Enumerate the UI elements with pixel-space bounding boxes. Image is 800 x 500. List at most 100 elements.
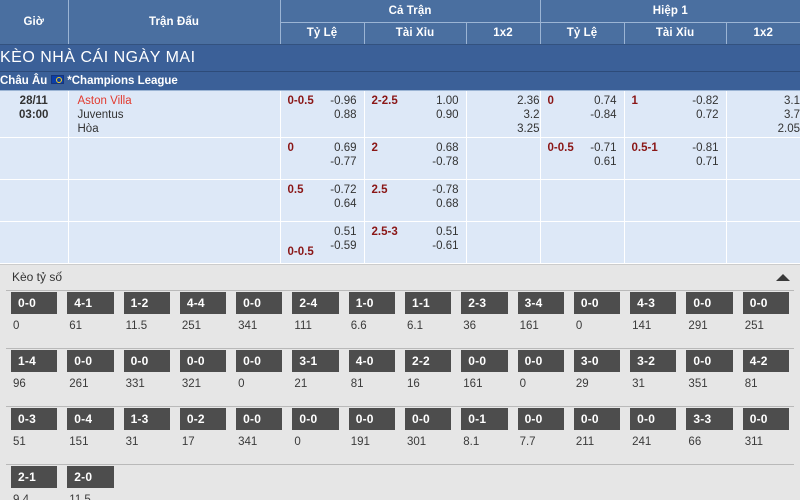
odds-value[interactable]: 0.90	[436, 108, 459, 121]
score-cell[interactable]: 0-0 211	[568, 405, 626, 464]
score-value[interactable]: 7.7	[519, 435, 536, 448]
score-value[interactable]: 161	[463, 377, 483, 390]
score-cell[interactable]: 4-1 61	[62, 289, 119, 348]
score-cell[interactable]: 0-0 291	[681, 289, 738, 348]
score-value[interactable]: 6.1	[406, 319, 423, 332]
score-chip[interactable]: 0-0	[236, 291, 283, 314]
score-value[interactable]: 21	[294, 377, 308, 390]
odds-value[interactable]: -0.59	[330, 239, 357, 252]
score-cell[interactable]: 1-4 96	[6, 347, 63, 406]
odds-value[interactable]: 3.7	[784, 108, 800, 121]
odds-value[interactable]: 0.51	[334, 225, 357, 238]
odds-value[interactable]: 3.2	[523, 108, 540, 121]
score-chip[interactable]: 2-1	[11, 465, 58, 488]
score-value[interactable]: 36	[463, 319, 477, 332]
score-value[interactable]: 8.1	[463, 435, 480, 448]
full-handicap-odds[interactable]: 0.69 -0.77	[315, 141, 363, 179]
score-section-header[interactable]: Kèo tỷ số	[0, 263, 800, 290]
score-cell[interactable]: 0-0 311	[737, 405, 794, 464]
odds-value[interactable]: 0.88	[334, 108, 357, 121]
score-cell[interactable]: 0-0 331	[118, 347, 175, 406]
full-handicap-odds[interactable]: 0.51 -0.59	[315, 225, 363, 263]
odds-value[interactable]: 0.68	[436, 197, 459, 210]
odds-value[interactable]: 3.25	[517, 122, 540, 135]
odds-value[interactable]: -0.81	[692, 141, 719, 154]
score-chip[interactable]: 1-0	[348, 291, 395, 314]
score-chip[interactable]: 0-0	[236, 349, 283, 372]
score-chip[interactable]: 0-0	[348, 407, 395, 430]
score-cell[interactable]: 0-0 161	[456, 347, 513, 406]
score-cell[interactable]: 0-0 241	[625, 405, 682, 464]
score-value[interactable]: 241	[632, 435, 652, 448]
odds-value[interactable]: 0.61	[594, 155, 617, 168]
score-chip[interactable]: 0-0	[742, 407, 789, 430]
team-away[interactable]: Juventus	[77, 108, 124, 121]
score-cell[interactable]: 3-0 29	[568, 347, 626, 406]
score-value[interactable]: 321	[181, 377, 202, 390]
score-cell[interactable]: 0-2 17	[174, 405, 232, 464]
cell-full-1x2[interactable]: 2.36 3.2 3.25	[466, 90, 541, 138]
score-chip[interactable]: 0-0	[517, 349, 564, 372]
cell-full-overunder[interactable]: 2.5-3 0.51 -0.61	[364, 221, 467, 264]
odds-row[interactable]: 0 0.69 -0.77 2 0.68 -0.78	[0, 137, 800, 180]
score-value[interactable]: 31	[632, 377, 645, 390]
score-value[interactable]: 251	[744, 319, 764, 332]
odds-value[interactable]: -0.78	[432, 155, 459, 168]
score-value[interactable]: 11.5	[69, 493, 91, 500]
score-value[interactable]: 311	[744, 435, 764, 448]
cell-full-overunder[interactable]: 2-2.5 1.00 0.90	[364, 90, 467, 138]
score-cell[interactable]: 1-0 6.6	[343, 289, 400, 348]
cell-full-handicap[interactable]: 0.5 -0.72 0.64	[280, 179, 365, 222]
score-cell[interactable]: 2-2 16	[399, 347, 457, 406]
score-chip[interactable]: 3-4	[517, 291, 564, 314]
score-cell[interactable]: 4-0 81	[343, 347, 400, 406]
half-handicap-odds[interactable]: 0.74 -0.84	[575, 94, 623, 137]
score-cell[interactable]: 1-1 6.1	[399, 289, 457, 348]
cell-half-1x2[interactable]: 3.1 3.7 2.05	[726, 90, 800, 138]
score-cell[interactable]: 3-4 161	[512, 289, 569, 348]
odds-value[interactable]: -0.96	[330, 94, 357, 107]
score-chip[interactable]: 0-0	[292, 407, 339, 430]
cell-half-handicap[interactable]: 0-0.5 -0.71 0.61	[540, 137, 625, 180]
score-chip[interactable]: 1-4	[11, 349, 58, 372]
score-cell[interactable]: 1-2 11.5	[118, 289, 175, 348]
score-cell[interactable]: 0-0 0	[287, 405, 344, 464]
odds-row[interactable]: 0.5 -0.72 0.64 2.5 -0.78 0.68	[0, 179, 800, 222]
score-value[interactable]: 96	[13, 377, 26, 390]
score-value[interactable]: 81	[350, 377, 364, 390]
score-cell[interactable]: 0-1 8.1	[456, 405, 513, 464]
odds-value[interactable]: 2.36	[517, 94, 540, 107]
score-value[interactable]: 16	[406, 377, 420, 390]
score-chip[interactable]: 1-3	[123, 407, 170, 430]
score-chip[interactable]: 3-1	[292, 349, 339, 372]
score-chip[interactable]: 2-4	[292, 291, 339, 314]
score-value[interactable]: 211	[575, 435, 595, 448]
score-cell[interactable]: 2-0 11.5	[62, 463, 119, 500]
score-value[interactable]: 61	[69, 319, 83, 332]
score-value[interactable]: 351	[688, 377, 708, 390]
score-chip[interactable]: 3-2	[630, 349, 677, 372]
score-value[interactable]: 6.6	[350, 319, 367, 332]
score-chip[interactable]: 0-0	[179, 349, 227, 372]
score-value[interactable]: 251	[181, 319, 202, 332]
score-cell[interactable]: 0-0 251	[737, 289, 794, 348]
score-value[interactable]: 0	[238, 377, 245, 390]
score-value[interactable]: 0	[519, 377, 526, 390]
score-chip[interactable]: 4-1	[67, 291, 114, 314]
odds-value[interactable]: 0.74	[594, 94, 617, 107]
score-chip[interactable]: 0-0	[67, 349, 114, 372]
score-cell[interactable]: 0-0 7.7	[512, 405, 569, 464]
full-handicap-odds[interactable]: -0.96 0.88	[315, 94, 363, 137]
score-cell[interactable]: 3-2 31	[625, 347, 682, 406]
odds-row[interactable]: 0-0.5 0.51 -0.59 2.5-3 0.51 -0.61	[0, 221, 800, 264]
odds-value[interactable]: 1.00	[436, 94, 459, 107]
odds-value[interactable]: -0.78	[432, 183, 459, 196]
score-chip[interactable]: 0-0	[236, 407, 283, 430]
score-cell[interactable]: 0-0 301	[399, 405, 457, 464]
score-chip[interactable]: 4-0	[348, 349, 395, 372]
odds-value[interactable]: 0.68	[436, 141, 459, 154]
score-chip[interactable]: 1-1	[404, 291, 452, 314]
score-chip[interactable]: 0-0	[686, 291, 733, 314]
score-value[interactable]: 191	[350, 435, 370, 448]
score-value[interactable]: 11.5	[125, 319, 148, 332]
